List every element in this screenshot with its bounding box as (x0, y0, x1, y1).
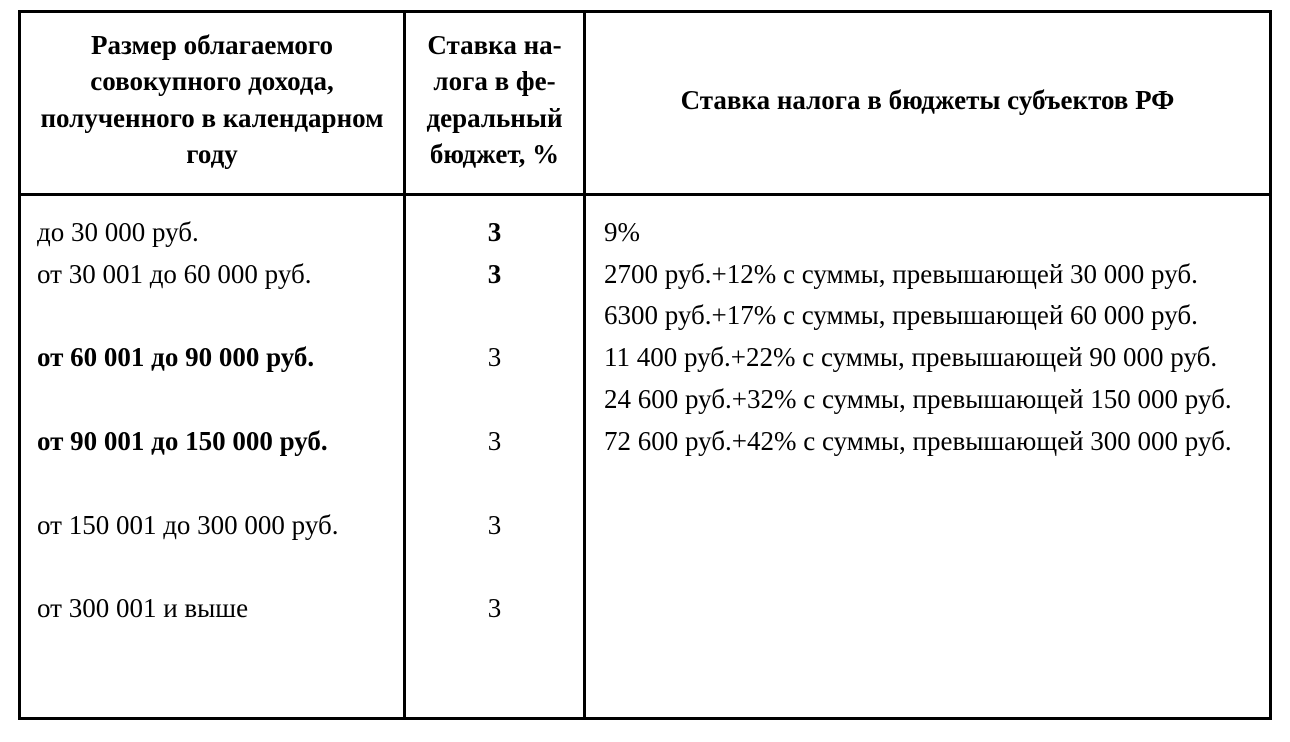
cell-income: до 30 000 руб. от 30 001 до 60 000 руб. … (20, 194, 405, 718)
col-header-income: Размер облагаемого совокупного дохода, п… (20, 12, 405, 195)
regional-2: 6300 руб.+17% с суммы, превыша­ющей 60 0… (604, 295, 1249, 337)
income-1: от 30 001 до 60 000 руб. (37, 254, 385, 338)
income-3: от 90 001 до 150 000 руб. (37, 421, 385, 505)
federal-2: 3 (406, 337, 583, 421)
income-0: до 30 000 руб. (37, 212, 385, 254)
regional-0: 9% (604, 212, 1249, 254)
regional-1: 2700 руб.+12% с суммы, превыша­ющей 30 0… (604, 254, 1249, 296)
federal-5: 3 (406, 588, 583, 672)
federal-4: 3 (406, 505, 583, 589)
income-2: от 60 001 до 90 000 руб. (37, 337, 385, 421)
federal-3: 3 (406, 421, 583, 505)
col-header-regional: Ставка налога в бюджеты субъектов РФ (585, 12, 1271, 195)
col-header-federal: Ставка на­лога в фе­деральный бюджет, % (405, 12, 585, 195)
cell-regional: 9% 2700 руб.+12% с суммы, превыша­ющей 3… (585, 194, 1271, 718)
income-5: от 300 001 и выше (37, 588, 385, 672)
table-body-row: до 30 000 руб. от 30 001 до 60 000 руб. … (20, 194, 1271, 718)
federal-1: 3 (406, 254, 583, 338)
regional-4: 24 600 руб.+32% с суммы, превы­шающей 15… (604, 379, 1249, 421)
table-header-row: Размер облагаемого совокупного дохода, п… (20, 12, 1271, 195)
income-4: от 150 001 до 300 000 руб. (37, 505, 385, 589)
regional-3: 11 400 руб.+22% с суммы, превы­шающей 90… (604, 337, 1249, 379)
regional-5: 72 600 руб.+42% с суммы, пре­вышающей 30… (604, 421, 1249, 463)
cell-federal: 3 3 3 3 3 3 (405, 194, 585, 718)
tax-table: Размер облагаемого совокупного дохода, п… (18, 10, 1272, 720)
federal-0: 3 (406, 212, 583, 254)
